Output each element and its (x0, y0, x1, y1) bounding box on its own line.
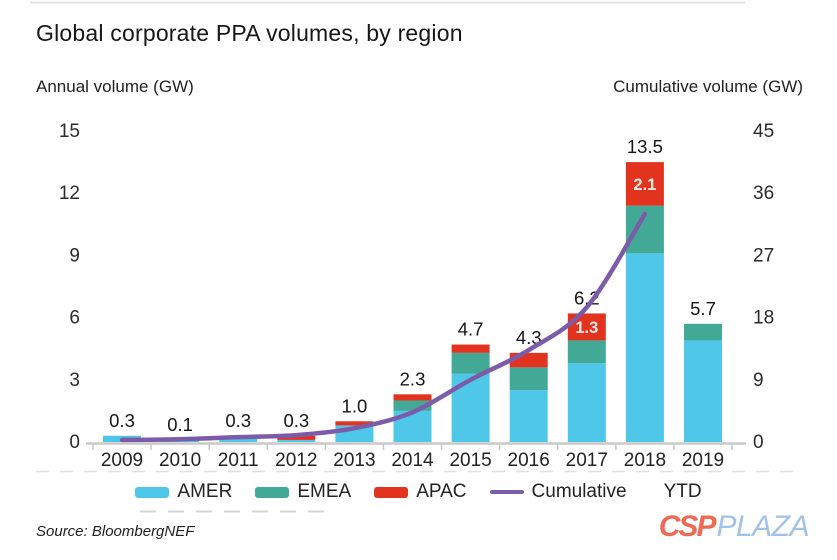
bar-segment-emea-2015 (451, 352, 490, 374)
watermark-plaza: PLAZA (716, 510, 809, 543)
legend-swatch (135, 486, 170, 498)
legend-swatch (374, 486, 409, 498)
x-axis-category-2019: 2019 (682, 450, 724, 471)
watermark-csp: CSP (658, 510, 717, 543)
bar-segment-amer-2012 (277, 439, 316, 442)
chart-legend: AMER EMEA APAC Cumulative YTD (0, 479, 837, 505)
legend-line-swatch (489, 489, 524, 495)
right-axis-tick: 27 (753, 245, 774, 266)
legend-item-emea: EMEA (255, 481, 351, 503)
right-axis-title: Cumulative volume (GW) (613, 77, 803, 96)
right-axis-tick: 45 (753, 121, 774, 142)
x-axis-category-2017: 2017 (566, 450, 608, 471)
x-axis-category-2013: 2013 (333, 450, 375, 471)
bar-total-label-2009: 0.3 (109, 410, 135, 431)
chart-title: Global corporate PPA volumes, by region (36, 20, 463, 46)
left-axis-tick: 6 (69, 308, 80, 329)
bar-segment-emea-2016 (509, 367, 548, 391)
legend-item-cumulative: Cumulative (489, 481, 627, 503)
x-axis-category-2015: 2015 (449, 450, 491, 471)
bar-segment-amer-2018 (625, 253, 664, 442)
legend-item-ytd: YTD (650, 481, 702, 503)
bar-segment-emea-2017 (567, 340, 606, 364)
legend-label: Cumulative (531, 481, 627, 502)
bar-total-label-2015: 4.7 (458, 319, 484, 340)
left-axis-title: Annual volume (GW) (36, 77, 194, 96)
bar-segment-apac-2015 (451, 344, 490, 353)
left-axis-tick: 0 (69, 432, 80, 453)
bar-segment-amer-2015 (451, 373, 490, 442)
bar-total-label-2016: 4.3 (516, 327, 542, 348)
right-axis-tick: 0 (753, 432, 764, 453)
bar-segment-apac-2013 (335, 421, 374, 426)
legend-label: APAC (416, 481, 467, 502)
legend-label: YTD (663, 481, 702, 502)
bar-total-label-2019: 5.7 (690, 298, 716, 319)
x-axis-category-2010: 2010 (159, 450, 201, 471)
x-axis-category-2011: 2011 (218, 450, 259, 471)
x-axis-category-2014: 2014 (391, 450, 434, 471)
left-axis-tick: 15 (59, 121, 80, 142)
bar-segment-apac-2018 (625, 162, 664, 206)
bar-segment-amer-2019 (684, 340, 722, 442)
bar-total-label-2018: 13.5 (627, 136, 663, 157)
bar-segment-apac-2012 (277, 435, 316, 440)
bar-total-label-2013: 1.0 (342, 395, 368, 416)
bar-total-label-2012: 0.3 (283, 410, 309, 431)
bar-segment-emea-2014 (393, 400, 432, 411)
bar-total-label-2010: 0.1 (167, 414, 193, 435)
csp-plaza-watermark: CSPPLAZA (658, 510, 810, 543)
left-axis-tick: 12 (59, 183, 80, 204)
left-axis-tick: 9 (69, 245, 80, 266)
right-axis-tick: 9 (753, 370, 764, 391)
right-axis-tick: 36 (753, 183, 774, 204)
bar-segment-apac-2014 (393, 394, 432, 401)
source-note: Source: BloombergNEF (36, 523, 195, 540)
legend-label: EMEA (297, 481, 352, 502)
legend-item-apac: APAC (374, 481, 467, 503)
x-axis-category-2018: 2018 (624, 450, 666, 471)
x-axis-category-2009: 2009 (101, 450, 143, 471)
legend-swatch (650, 492, 656, 493)
legend-swatch (255, 486, 290, 498)
legend-item-amer: AMER (135, 481, 232, 503)
x-axis-category-2016: 2016 (508, 450, 550, 471)
bar-segment-amer-2016 (509, 390, 548, 442)
x-axis-category-2012: 2012 (275, 450, 317, 471)
bar-segment-emea-2019 (684, 323, 722, 341)
apac-segment-label-2017: 1.3 (575, 319, 598, 337)
apac-segment-label-2018: 2.1 (633, 176, 656, 194)
bar-total-label-2011: 0.3 (225, 410, 251, 431)
right-axis-tick: 18 (753, 308, 774, 329)
bar-total-label-2017: 6.2 (574, 287, 600, 308)
cumulative-line (119, 211, 648, 443)
left-axis-tick: 3 (69, 370, 80, 391)
bar-total-label-2014: 2.3 (400, 368, 426, 389)
bar-segment-amer-2017 (567, 363, 606, 442)
legend-label: AMER (177, 481, 233, 502)
